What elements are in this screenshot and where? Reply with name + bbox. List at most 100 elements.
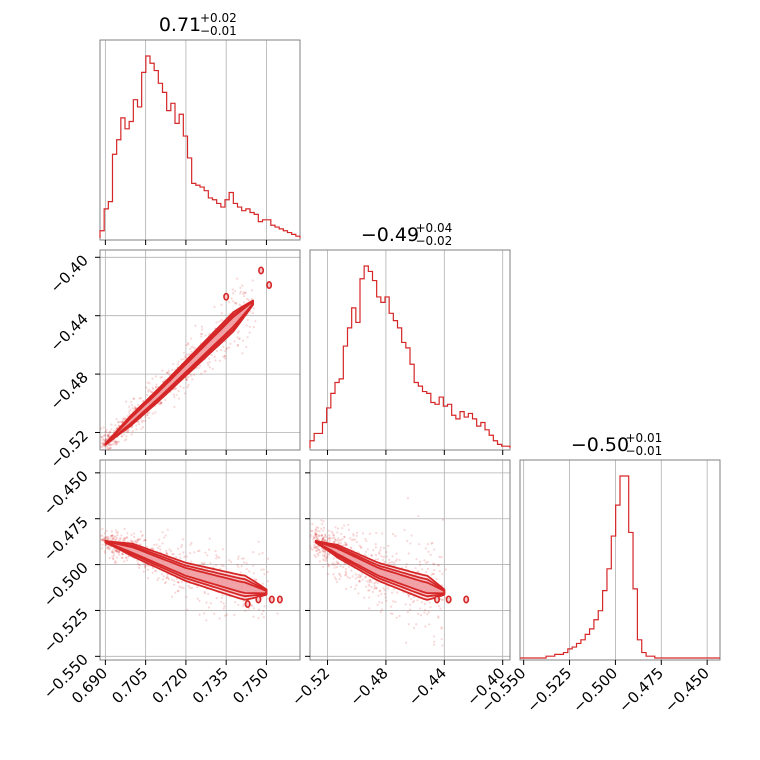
scatter-point [243, 295, 246, 298]
scatter-point [144, 419, 147, 423]
scatter-point [391, 532, 395, 536]
scatter-point [332, 563, 335, 566]
scatter-point [395, 552, 398, 555]
scatter-point [178, 585, 181, 588]
scatter-point [378, 551, 381, 554]
scatter-point [236, 277, 239, 280]
scatter-point [392, 588, 396, 591]
scatter-point [115, 529, 118, 532]
scatter-point [316, 529, 320, 533]
scatter-point [138, 538, 141, 541]
x-tick-label: 0.705 [108, 664, 151, 707]
scatter-point [255, 578, 258, 581]
scatter-point [204, 551, 207, 554]
scatter-point [116, 533, 119, 537]
scatter-point [374, 543, 377, 546]
scatter-point [138, 563, 141, 566]
scatter-point [266, 580, 269, 583]
scatter-point [354, 573, 357, 576]
scatter-point [108, 447, 111, 450]
scatter-point [262, 616, 265, 619]
scatter-point [317, 538, 320, 541]
scatter-point [409, 542, 412, 545]
scatter-point [323, 539, 326, 542]
title-minus-error: −0.01 [626, 444, 663, 458]
scatter-point [433, 563, 436, 566]
scatter-point [241, 352, 244, 355]
scatter-point [184, 355, 187, 358]
scatter-point [105, 529, 108, 533]
scatter-point [312, 541, 316, 544]
scatter-point [196, 597, 199, 600]
scatter-point [159, 401, 162, 405]
scatter-point [182, 386, 185, 389]
scatter-point [322, 537, 325, 541]
scatter-point [350, 569, 353, 572]
scatter-point [165, 552, 169, 556]
scatter-point [111, 557, 115, 560]
panel-title-2: −0.50+0.01−0.01 [571, 431, 662, 458]
scatter-point [252, 564, 255, 567]
scatter-point [423, 559, 426, 562]
scatter-point [110, 428, 113, 431]
scatter-point [147, 416, 151, 420]
scatter-point [152, 412, 155, 415]
scatter-point [344, 542, 348, 545]
scatter-point [200, 372, 203, 375]
scatter-point [203, 563, 206, 566]
scatter-point [237, 555, 240, 558]
scatter-point [172, 553, 175, 556]
scatter-point [201, 562, 204, 566]
scatter-point [110, 423, 113, 426]
scatter-point [200, 335, 203, 338]
joint-panel-0-1 [100, 266, 273, 450]
scatter-point [222, 345, 225, 349]
scatter-point [444, 568, 448, 571]
scatter-point [151, 547, 154, 550]
scatter-point [177, 581, 180, 584]
scatter-point [135, 428, 138, 431]
scatter-point [108, 556, 111, 560]
scatter-point [125, 435, 128, 438]
scatter-point [339, 539, 342, 542]
scatter-point [102, 438, 105, 441]
scatter-point [111, 534, 114, 538]
scatter-point [139, 543, 142, 546]
scatter-point [204, 334, 207, 337]
scatter-point [119, 537, 122, 540]
scatter-point [130, 403, 134, 407]
scatter-point [131, 407, 134, 410]
scatter-point [320, 527, 323, 530]
scatter-point [441, 644, 444, 647]
scatter-point [310, 545, 312, 548]
scatter-point [254, 320, 257, 323]
scatter-point [115, 550, 119, 554]
scatter-point [108, 443, 111, 446]
scatter-point [133, 535, 136, 539]
scatter-point [322, 550, 325, 554]
scatter-point [140, 419, 143, 422]
scatter-point [120, 534, 123, 537]
scatter-point [245, 297, 249, 301]
scatter-point [317, 534, 321, 537]
scatter-point [177, 360, 180, 363]
scatter-point [134, 406, 137, 409]
scatter-point [405, 641, 408, 644]
contour-island [223, 292, 230, 301]
scatter-point [207, 363, 210, 367]
scatter-point [117, 550, 120, 554]
scatter-point [213, 355, 216, 358]
scatter-point [424, 547, 427, 550]
scatter-point [385, 599, 388, 602]
scatter-point [135, 424, 138, 427]
scatter-point [432, 548, 436, 551]
scatter-point [126, 415, 129, 418]
scatter-point [166, 576, 170, 580]
scatter-point [175, 556, 178, 559]
scatter-point [258, 553, 261, 556]
scatter-point [128, 405, 131, 408]
scatter-point [107, 535, 110, 538]
scatter-point [424, 625, 427, 628]
scatter-point [212, 566, 215, 569]
scatter-point [318, 534, 321, 538]
